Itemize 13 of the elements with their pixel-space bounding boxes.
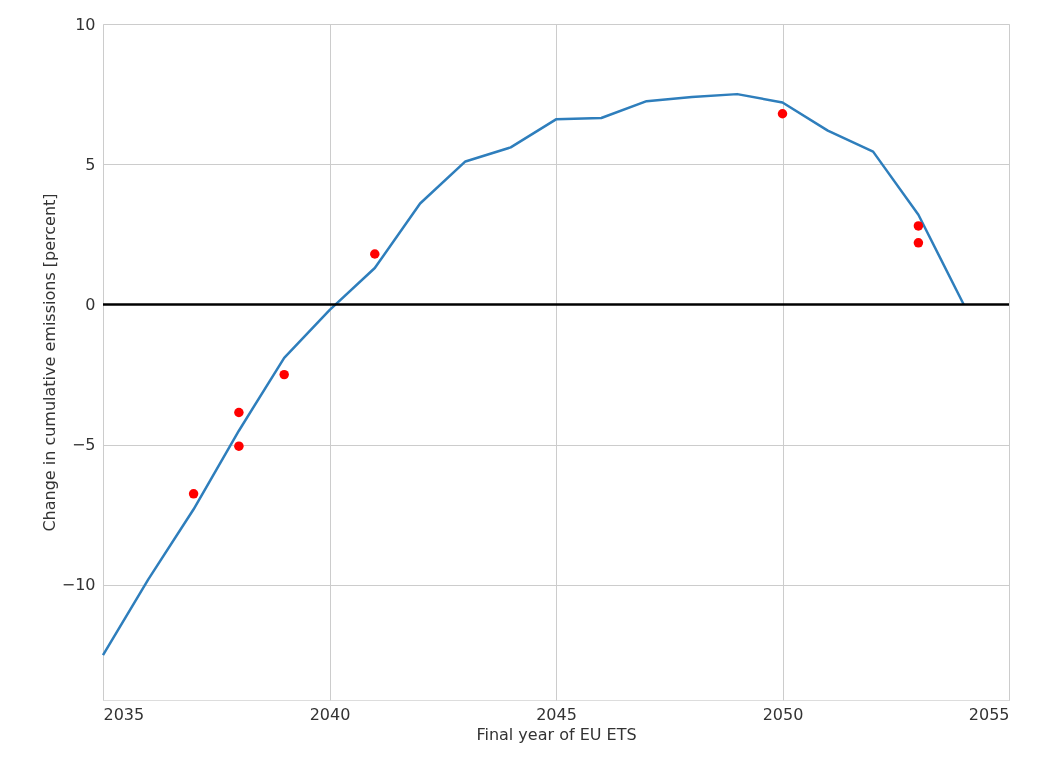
x-tick-label: 2045: [536, 704, 577, 724]
y-tick-label: 5: [85, 154, 96, 174]
x-axis-title: Final year of EU ETS: [476, 724, 637, 744]
y-tick-label: 10: [75, 14, 96, 34]
y-axis-title: Change in cumulative emissions [percent]: [39, 193, 59, 532]
line-series: [101, 92, 965, 657]
x-tick-label: 2035: [103, 704, 145, 724]
y-tick-label: −5: [71, 435, 96, 455]
y-tick-label: 0: [85, 295, 96, 314]
y-tick-label: −10: [61, 575, 96, 595]
x-tick-label: 2055: [968, 704, 1010, 724]
x-tick-label: 2050: [762, 704, 804, 724]
x-tick-label: 2040: [309, 704, 351, 724]
